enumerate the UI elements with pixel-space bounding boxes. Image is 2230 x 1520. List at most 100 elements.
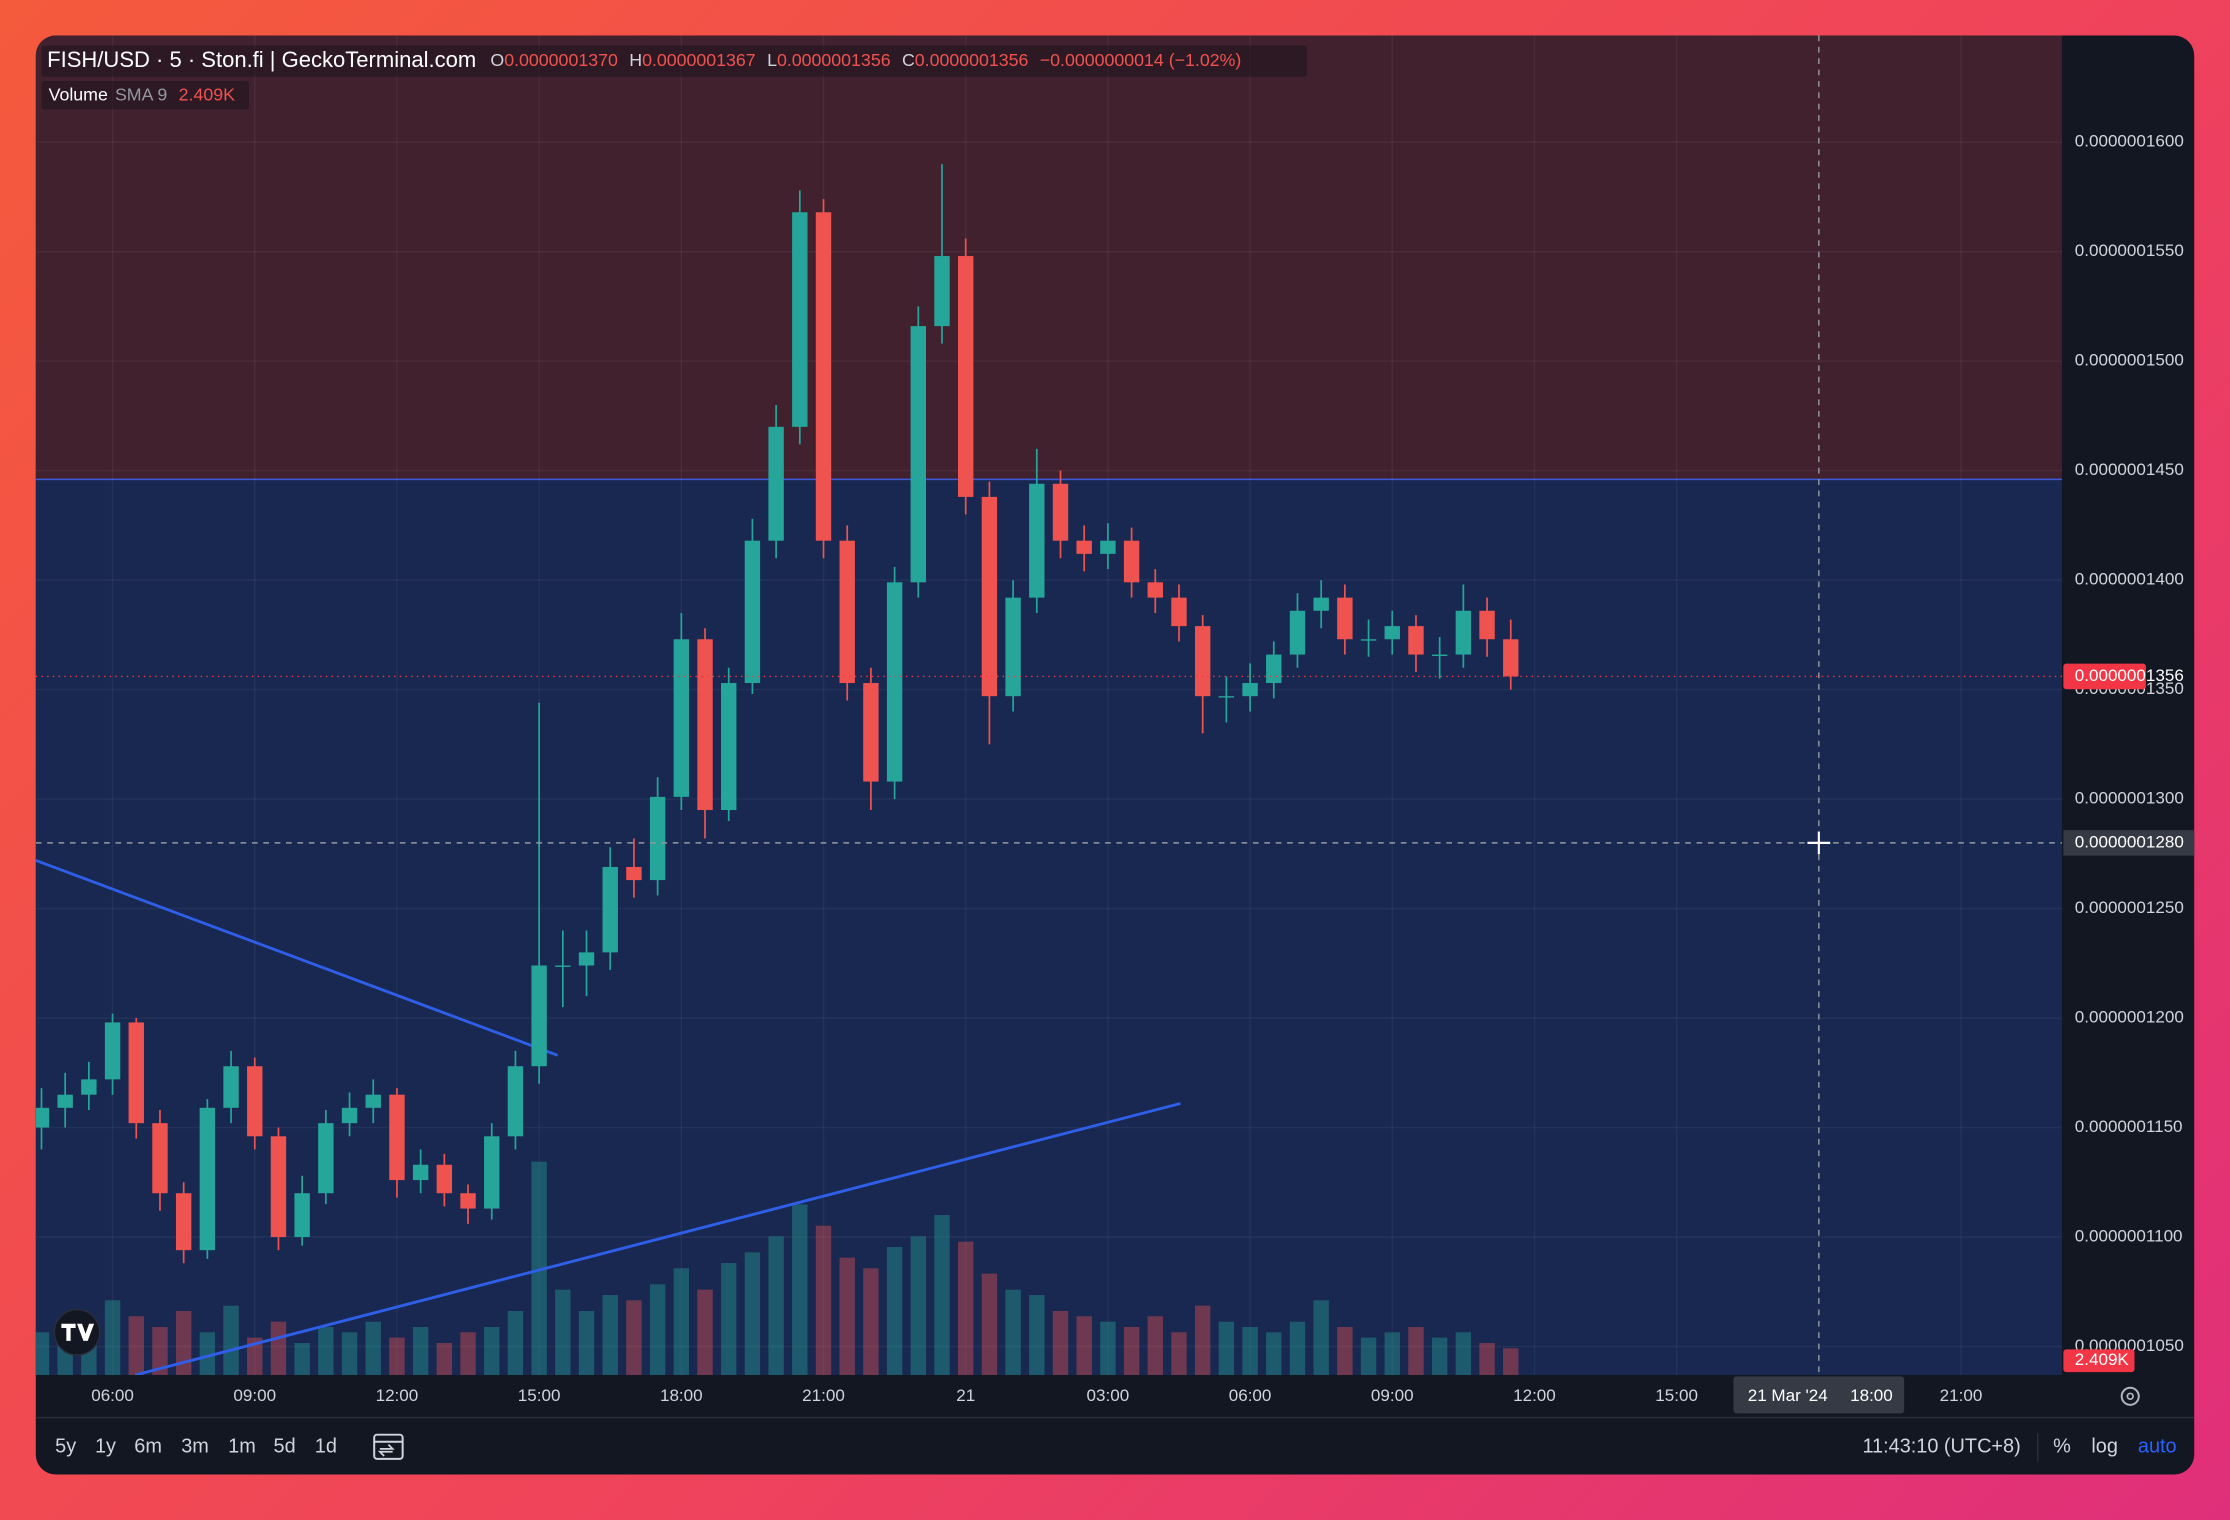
candle-body [744, 540, 761, 684]
candle-body [35, 1107, 50, 1128]
candle-body [1242, 683, 1258, 697]
range-button[interactable]: 1m [228, 1436, 256, 1458]
candle-body [673, 639, 690, 797]
volume-bar [484, 1326, 500, 1375]
y-tick-label: 0.0000001250 [2075, 898, 2184, 917]
candle-body [460, 1193, 476, 1209]
volume-bar [1431, 1337, 1448, 1375]
candle-body [839, 540, 855, 684]
candle-body [152, 1123, 168, 1194]
ohlc-value: 0.0000001367 [642, 50, 756, 70]
candle-body [341, 1107, 358, 1124]
volume-bar [626, 1300, 642, 1375]
candle-body [318, 1123, 334, 1194]
scale-option[interactable]: log [2091, 1436, 2118, 1458]
x-tick-label: 06:00 [1229, 1386, 1272, 1405]
y-tick-label: 0.0000001500 [2075, 351, 2184, 370]
candle-body [436, 1164, 453, 1194]
candle-body [223, 1066, 239, 1108]
volume-bar [1171, 1332, 1187, 1375]
y-tick-label: 0.0000001450 [2075, 460, 2184, 479]
range-button[interactable]: 5d [274, 1436, 296, 1458]
range-button[interactable]: 1y [95, 1436, 116, 1458]
volume-bar [175, 1310, 192, 1375]
candle-body [863, 683, 879, 782]
candle-body [412, 1164, 429, 1181]
y-tick-label: 0.0000001550 [2075, 241, 2184, 260]
x-tick-label: 21 [956, 1386, 975, 1405]
legend-line: FISH/USD · 5 · Ston.fi | GeckoTerminal.c… [47, 47, 1241, 72]
candle-body [247, 1066, 263, 1137]
crosshair-time-label: 18:00 [1850, 1386, 1893, 1405]
candle-body [792, 212, 808, 427]
volume-bar [602, 1294, 618, 1375]
volume-bar [1194, 1305, 1211, 1375]
range-button[interactable]: 1d [315, 1436, 337, 1458]
scale-option[interactable]: % [2053, 1436, 2071, 1458]
volume-bar [768, 1236, 784, 1375]
volume-bar [957, 1241, 974, 1375]
volume-bar [1076, 1316, 1092, 1375]
volume-bar [460, 1332, 476, 1375]
range-button[interactable]: 6m [134, 1436, 162, 1458]
chart-title: FISH/USD · 5 · Ston.fi | GeckoTerminal.c… [47, 47, 476, 72]
candle-body [1313, 597, 1329, 611]
last-price-badge [2063, 663, 2146, 690]
candle-body [1147, 582, 1163, 598]
scale-option[interactable]: auto [2138, 1436, 2177, 1458]
volume-bar [152, 1326, 168, 1375]
volume-bar [35, 1332, 50, 1375]
x-tick-label: 21:00 [1940, 1386, 1983, 1405]
ohlc-value: 0.0000001370 [504, 50, 618, 70]
volume-label: Volume [49, 84, 108, 104]
candle-body [602, 866, 618, 953]
volume-bar [436, 1342, 453, 1375]
candle-body [697, 639, 713, 811]
volume-bar [531, 1161, 547, 1375]
ohlc-key: L [767, 50, 777, 70]
x-tick-label: 18:00 [660, 1386, 703, 1405]
header-background [41, 45, 1307, 77]
ohlc-key: H [629, 50, 642, 70]
candle-body [934, 256, 950, 327]
range-button[interactable]: 3m [181, 1436, 209, 1458]
ohlc-value: 0.0000001356 [915, 50, 1029, 70]
x-tick-label: 21:00 [802, 1386, 845, 1405]
volume-bar [1029, 1294, 1045, 1375]
range-button[interactable]: 5y [55, 1436, 76, 1458]
volume-bar [934, 1215, 950, 1375]
price-change: −0.0000000014 (−1.02%) [1040, 50, 1242, 70]
candle-body [1479, 610, 1495, 640]
volume-bar [1005, 1289, 1021, 1375]
candle-body [1360, 639, 1377, 641]
plot-inner [35, 35, 2062, 1375]
candle-body [1029, 483, 1045, 598]
candle-body [270, 1136, 287, 1238]
settings-button[interactable] [2120, 1386, 2140, 1406]
candle-body [365, 1094, 381, 1108]
y-tick-label: 0.0000001150 [2075, 1117, 2183, 1136]
zone-above [35, 35, 2062, 480]
candle-body [1052, 483, 1069, 541]
candle-body [1266, 654, 1282, 684]
trendline [134, 1102, 1181, 1375]
volume-bar [247, 1337, 263, 1375]
candle-body [128, 1022, 144, 1124]
candle-body [1123, 540, 1140, 583]
candle-body [175, 1193, 192, 1251]
y-tick-label: 0.0000001600 [2075, 132, 2184, 151]
volume-indicator: SMA 9 [115, 84, 167, 104]
candle-body [294, 1193, 310, 1238]
candle-body [815, 212, 832, 541]
candle-body [81, 1079, 97, 1095]
volume-legend: Volume SMA 9 2.409K [49, 84, 236, 104]
candle-body [1171, 597, 1187, 627]
goto-date-button[interactable] [373, 1433, 404, 1460]
crosshair-date-label: 21 Mar '24 [1748, 1386, 1828, 1405]
x-tick-label: 12:00 [376, 1386, 419, 1405]
crosshair-time-badge [1733, 1376, 1905, 1414]
y-tick-label: 0.0000001400 [2075, 570, 2184, 589]
candle-body [957, 256, 974, 497]
candle-body [886, 582, 903, 782]
volume-bar [128, 1316, 144, 1375]
